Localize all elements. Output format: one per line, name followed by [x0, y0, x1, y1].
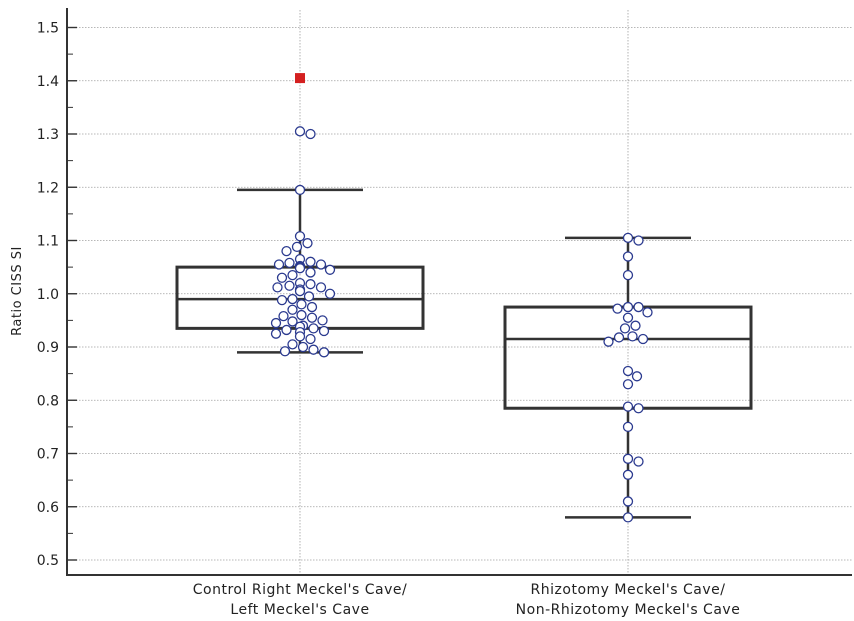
category-labels: Control Right Meckel's Cave/ Left Meckel…: [193, 582, 741, 618]
data-point: [273, 259, 285, 270]
data-point: [281, 245, 292, 257]
data-point: [633, 301, 644, 313]
data-point: [287, 316, 298, 327]
data-point: [315, 259, 327, 270]
axes: [66, 8, 852, 576]
category-label-1-line-2: Left Meckel's Cave: [230, 602, 369, 618]
data-point: [622, 379, 634, 390]
data-point: [642, 307, 653, 318]
category-label-2-line-2: Non-Rhizotomy Meckel's Cave: [516, 602, 741, 618]
data-point: [637, 333, 649, 345]
data-point: [324, 288, 336, 299]
data-point: [622, 365, 634, 377]
data-point: [622, 496, 634, 507]
data-points: [270, 73, 653, 523]
grid-lines: [67, 10, 852, 575]
data-point: [308, 344, 319, 355]
data-point: [619, 323, 631, 334]
data-point: [302, 238, 313, 249]
data-point: [294, 184, 306, 196]
data-point: [305, 267, 316, 278]
data-point: [297, 341, 309, 353]
data-point: [279, 346, 291, 357]
data-point: [603, 336, 614, 347]
y-tick-label: 0.9: [37, 340, 59, 356]
data-point: [284, 257, 295, 269]
data-point: [276, 272, 288, 283]
data-point: [622, 453, 634, 464]
data-point: [633, 403, 644, 414]
data-point: [622, 232, 634, 243]
data-point: [296, 309, 307, 321]
data-point: [294, 331, 306, 342]
data-point: [281, 324, 292, 336]
data-point: [287, 339, 298, 350]
outlier-marker: [295, 73, 305, 84]
boxes: [175, 188, 753, 519]
y-tick-label: 0.7: [37, 447, 59, 463]
data-point: [284, 280, 295, 291]
y-tick-label: 0.5: [37, 553, 59, 569]
data-point: [294, 231, 306, 242]
data-point: [318, 347, 330, 358]
data-point: [270, 317, 282, 329]
data-point: [318, 325, 330, 337]
y-tick-label: 1.4: [37, 74, 59, 90]
data-point: [308, 323, 319, 334]
data-point: [294, 285, 306, 297]
category-label-1-line-1: Control Right Meckel's Cave/: [193, 582, 407, 598]
data-point: [631, 371, 643, 382]
data-point: [622, 312, 634, 323]
data-point: [272, 282, 283, 293]
data-point: [294, 263, 306, 274]
data-point: [622, 469, 634, 480]
data-point: [294, 126, 306, 137]
data-point: [303, 291, 315, 302]
data-point: [305, 128, 316, 140]
data-point: [633, 456, 644, 467]
data-point: [305, 333, 316, 345]
data-point: [278, 310, 289, 322]
data-point: [296, 299, 307, 310]
data-point: [622, 401, 634, 412]
y-tick-label: 0.8: [37, 393, 59, 409]
data-point: [622, 251, 634, 262]
data-point: [630, 320, 641, 331]
data-point: [276, 294, 288, 306]
data-point: [306, 301, 318, 313]
data-point: [622, 421, 634, 433]
data-point: [612, 303, 623, 314]
y-tick-label: 1.3: [37, 127, 59, 143]
category-label-2-line-1: Rhizotomy Meckel's Cave/: [531, 582, 726, 598]
y-tick-label: 1.5: [37, 21, 59, 37]
data-point: [613, 332, 625, 343]
data-point: [291, 241, 303, 253]
y-tick-label: 1.0: [37, 287, 59, 303]
y-tick-label: 1.2: [37, 180, 59, 196]
y-tick-label: 1.1: [37, 234, 59, 250]
y-axis-title: Ratio CISS SI: [10, 246, 25, 336]
data-point: [305, 279, 316, 290]
data-point: [324, 264, 336, 275]
data-point: [306, 312, 318, 323]
data-point: [622, 269, 634, 281]
data-point: [633, 235, 644, 246]
data-point: [622, 512, 634, 523]
data-point: [287, 293, 298, 305]
data-point: [287, 269, 298, 281]
data-point: [317, 315, 328, 326]
data-point: [287, 304, 298, 315]
data-point: [622, 301, 634, 313]
data-point: [305, 256, 316, 267]
data-point: [315, 282, 327, 293]
y-tick-label: 0.6: [37, 500, 59, 516]
y-ticks: 0.5 0.6 0.7 0.8 0.9 1.0 1.1 1.2 1.3 1.4 1.5: [37, 21, 77, 569]
data-point: [270, 328, 282, 339]
data-point: [627, 331, 638, 342]
